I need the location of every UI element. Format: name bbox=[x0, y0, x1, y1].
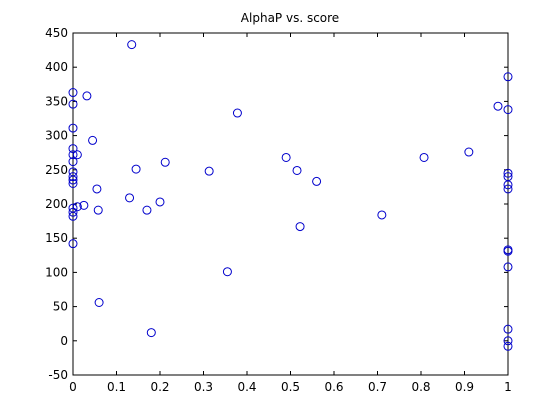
data-point-marker bbox=[88, 135, 98, 145]
data-point-marker bbox=[464, 147, 474, 157]
data-point-marker bbox=[68, 99, 78, 109]
data-point-marker bbox=[68, 207, 78, 217]
x-tick-label: 0.5 bbox=[281, 380, 300, 394]
data-point-marker bbox=[503, 180, 513, 190]
data-point-marker bbox=[68, 157, 78, 167]
data-point-marker bbox=[125, 193, 135, 203]
data-point-marker bbox=[92, 184, 102, 194]
data-point-marker bbox=[68, 172, 78, 182]
chart-title: AlphaP vs. score bbox=[241, 11, 339, 25]
y-tick-label: 250 bbox=[45, 163, 68, 177]
data-point-marker bbox=[68, 144, 78, 154]
x-tick-label: 0.2 bbox=[150, 380, 169, 394]
x-tick-label: 0.6 bbox=[324, 380, 343, 394]
data-point-marker bbox=[503, 246, 513, 256]
data-point-marker bbox=[68, 178, 78, 188]
data-point-marker bbox=[72, 202, 82, 212]
data-point-marker bbox=[503, 336, 513, 346]
data-point-marker bbox=[503, 72, 513, 82]
data-point-marker bbox=[93, 205, 103, 215]
data-point-marker bbox=[503, 184, 513, 194]
x-tick-label: 0 bbox=[69, 380, 77, 394]
x-tick-label: 0.9 bbox=[455, 380, 474, 394]
data-point-marker bbox=[503, 324, 513, 334]
y-tick-label: 200 bbox=[45, 197, 68, 211]
data-point-marker bbox=[68, 150, 78, 160]
x-tick-label: 0.4 bbox=[237, 380, 256, 394]
y-tick-label: 100 bbox=[45, 265, 68, 279]
data-point-marker bbox=[68, 123, 78, 133]
data-point-marker bbox=[493, 101, 503, 111]
x-tick-label: 0.8 bbox=[411, 380, 430, 394]
data-point-marker bbox=[503, 262, 513, 272]
data-point-marker bbox=[68, 211, 78, 221]
y-tick-label: 150 bbox=[45, 231, 68, 245]
data-point-marker bbox=[222, 267, 232, 277]
data-points bbox=[68, 40, 513, 351]
data-point-marker bbox=[131, 164, 141, 174]
data-point-marker bbox=[94, 297, 104, 307]
data-point-marker bbox=[419, 152, 429, 162]
y-tick-label: -50 bbox=[48, 368, 68, 382]
data-point-marker bbox=[79, 200, 89, 210]
data-point-marker bbox=[68, 88, 78, 98]
x-tick-label: 0.1 bbox=[107, 380, 126, 394]
y-tick-label: 350 bbox=[45, 94, 68, 108]
data-point-marker bbox=[155, 197, 165, 207]
y-tick-label: 450 bbox=[45, 26, 68, 40]
y-tick-label: 0 bbox=[60, 334, 68, 348]
data-point-marker bbox=[281, 152, 291, 162]
data-point-marker bbox=[142, 205, 152, 215]
y-tick-label: 300 bbox=[45, 129, 68, 143]
data-point-marker bbox=[503, 168, 513, 178]
data-point-marker bbox=[295, 222, 305, 232]
data-point-marker bbox=[72, 150, 82, 160]
data-point-marker bbox=[160, 157, 170, 167]
data-point-marker bbox=[503, 105, 513, 115]
x-tick-label: 1 bbox=[504, 380, 512, 394]
data-point-marker bbox=[82, 91, 92, 101]
data-point-marker bbox=[503, 341, 513, 351]
ticks: 0 0.1 0.2 0.3 0.4 0.5 0.6 0.7 0.8 0.9 1-5005010015… bbox=[45, 26, 512, 394]
y-tick-label: 400 bbox=[45, 60, 68, 74]
data-point-marker bbox=[312, 176, 322, 186]
data-point-marker bbox=[146, 328, 156, 338]
data-point-marker bbox=[204, 166, 214, 176]
data-point-marker bbox=[232, 108, 242, 118]
x-tick-label: 0.7 bbox=[368, 380, 387, 394]
y-tick-label: 50 bbox=[53, 300, 68, 314]
x-tick-label: 0.3 bbox=[194, 380, 213, 394]
data-point-marker bbox=[127, 40, 137, 50]
data-point-marker bbox=[292, 165, 302, 175]
data-point-marker bbox=[68, 239, 78, 249]
data-point-marker bbox=[68, 175, 78, 185]
data-point-marker bbox=[377, 210, 387, 220]
